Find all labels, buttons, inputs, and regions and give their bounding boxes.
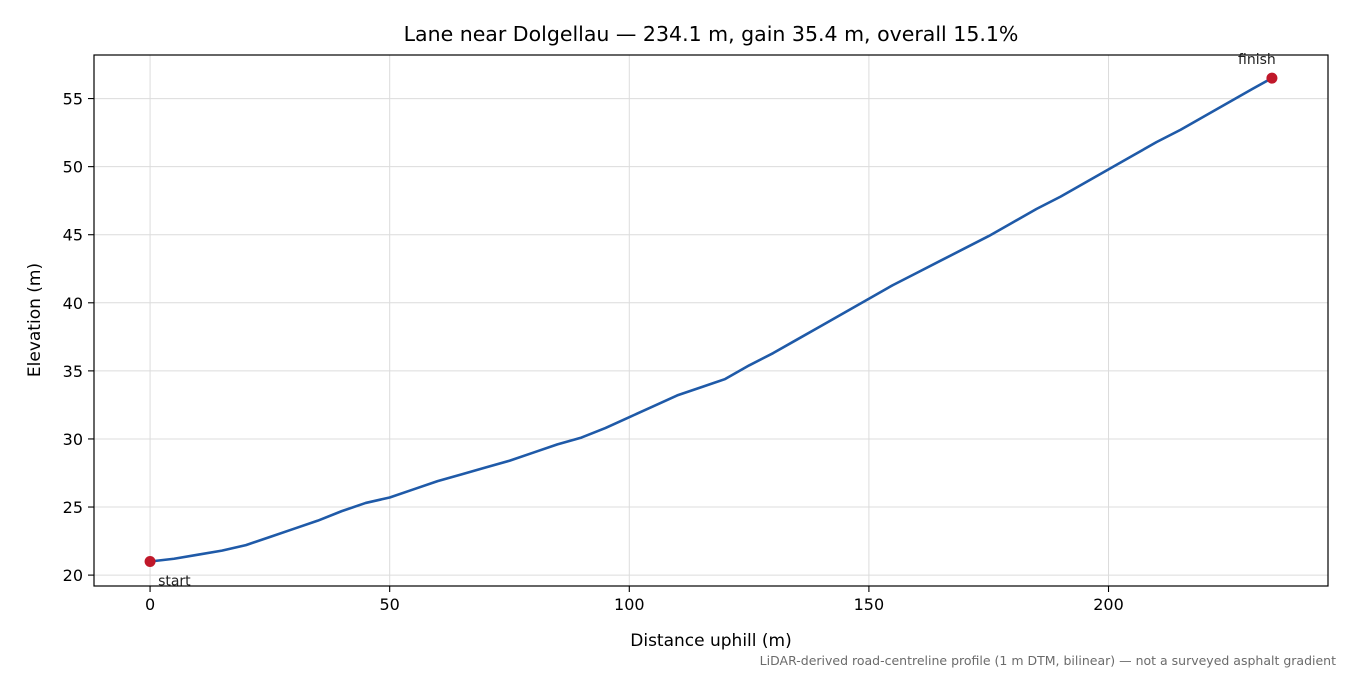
- finish-marker: [1266, 72, 1278, 84]
- x-axis-title: Distance uphill (m): [630, 631, 791, 651]
- chart-footnote: LiDAR-derived road-centreline profile (1…: [760, 653, 1336, 668]
- y-tick-label: 35: [63, 362, 83, 381]
- x-tick-label: 200: [1093, 595, 1124, 614]
- y-tick-label: 55: [63, 90, 83, 109]
- y-tick-label: 20: [63, 566, 83, 585]
- x-tick-label: 150: [854, 595, 885, 614]
- y-tick-label: 40: [63, 294, 83, 313]
- start-marker: [144, 555, 156, 567]
- x-tick-label: 50: [380, 595, 400, 614]
- axis-ticks: 0 50 100 150 200 20 25 30 35 40 45 50 55: [63, 90, 1124, 614]
- x-tick-label: 0: [145, 595, 155, 614]
- y-tick-label: 25: [63, 498, 83, 517]
- elevation-profile-line: [148, 76, 1274, 563]
- start-label: start: [158, 573, 191, 589]
- plot-frame: [93, 54, 1329, 587]
- y-tick-label: 30: [63, 430, 83, 449]
- finish-label: finish: [1238, 52, 1276, 68]
- y-tick-label: 50: [63, 158, 83, 177]
- grid-lines: [94, 55, 1328, 586]
- y-axis-title: Elevation (m): [25, 263, 45, 377]
- x-tick-label: 100: [614, 595, 645, 614]
- chart-title: Lane near Dolgellau — 234.1 m, gain 35.4…: [404, 22, 1019, 46]
- endpoint-markers: start finish: [144, 52, 1278, 589]
- y-tick-label: 45: [63, 226, 83, 245]
